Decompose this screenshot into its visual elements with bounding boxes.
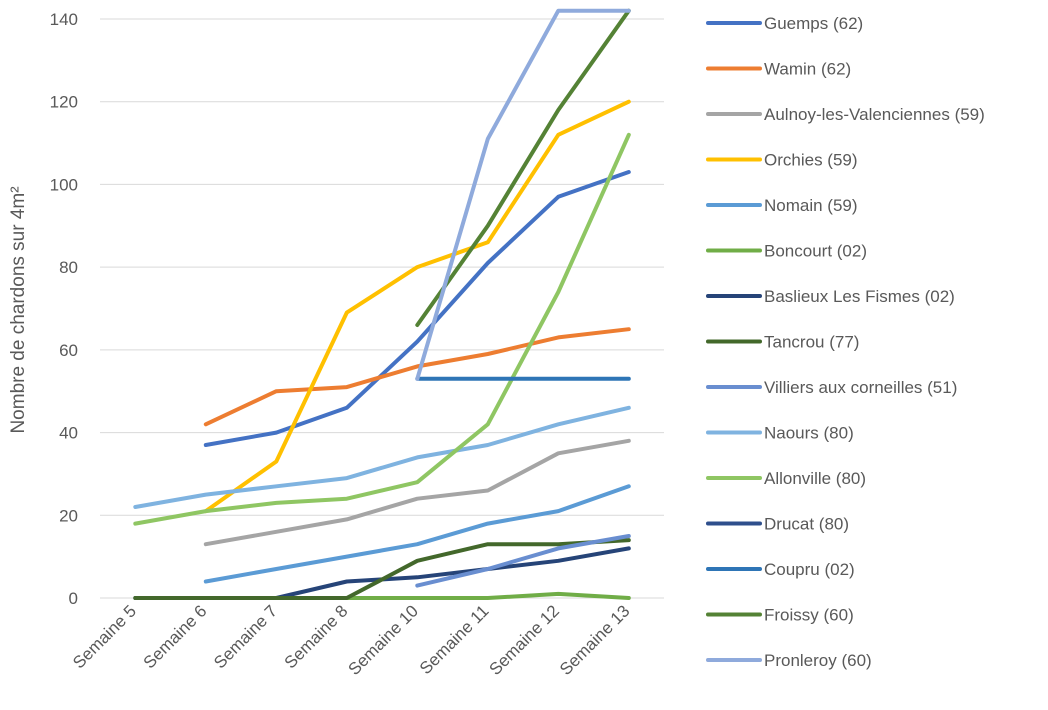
legend-item: Nomain (59) <box>764 196 858 215</box>
series-line <box>415 534 631 588</box>
y-tick-label: 80 <box>59 258 78 277</box>
y-tick-label: 140 <box>50 10 78 29</box>
series-line <box>415 8 631 381</box>
x-tick-label: Semaine 6 <box>140 601 211 672</box>
series-line <box>203 327 631 427</box>
series-line <box>203 170 631 447</box>
x-tick-label: Semaine 11 <box>416 601 493 678</box>
y-tick-label: 20 <box>59 506 78 525</box>
legend: Guemps (62) Wamin (62) Aulnoy-les-Valencie… <box>706 14 985 670</box>
y-tick-label: 0 <box>69 589 78 608</box>
y-axis-ticks: 0 20 40 60 80 100 120 140 <box>50 10 78 608</box>
legend-item: Drucat (80) <box>764 515 849 534</box>
legend-item: Wamin (62) <box>764 60 851 79</box>
series-line <box>133 538 631 600</box>
legend-item: Froissy (60) <box>764 606 854 625</box>
legend-item: Naours (80) <box>764 424 854 443</box>
x-tick-label: Semaine 12 <box>485 601 563 679</box>
series-line <box>133 132 631 526</box>
legend-item: Orchies (59) <box>764 151 858 170</box>
x-tick-label: Semaine 5 <box>69 601 140 672</box>
legend-item: Coupru (02) <box>764 560 855 579</box>
x-tick-label: Semaine 7 <box>210 601 281 672</box>
y-tick-label: 100 <box>50 175 78 194</box>
legend-item: Aulnoy-les-Valenciennes (59) <box>764 105 985 124</box>
legend-item: Allonville (80) <box>764 469 866 488</box>
gridlines <box>100 18 664 599</box>
x-tick-label: Semaine 10 <box>344 601 422 679</box>
legend-item: Baslieux Les Fismes (02) <box>764 287 955 306</box>
y-tick-label: 40 <box>59 424 78 443</box>
series-line <box>203 438 631 547</box>
x-tick-label: Semaine 8 <box>281 601 352 672</box>
x-axis-ticks: Semaine 5 Semaine 6 Semaine 7 Semaine 8Sema… <box>69 601 633 679</box>
legend-item: Boncourt (02) <box>764 242 867 261</box>
y-tick-label: 60 <box>59 341 78 360</box>
x-tick-label: Semaine 13 <box>556 601 634 679</box>
series-line <box>203 99 631 514</box>
series-line <box>203 484 631 584</box>
series-line <box>133 546 631 600</box>
y-tick-label: 120 <box>50 93 78 112</box>
series-line <box>415 8 631 327</box>
legend-item: Tancrou (77) <box>764 333 859 352</box>
legend-item: Pronleroy (60) <box>764 651 872 670</box>
legend-item: Villiers aux corneilles (51) <box>764 378 957 397</box>
series-lines <box>133 8 631 600</box>
series-line <box>133 405 631 509</box>
legend-item: Guemps (62) <box>764 14 863 33</box>
y-axis-label: Nombre de chardons sur 4m² <box>8 186 29 433</box>
